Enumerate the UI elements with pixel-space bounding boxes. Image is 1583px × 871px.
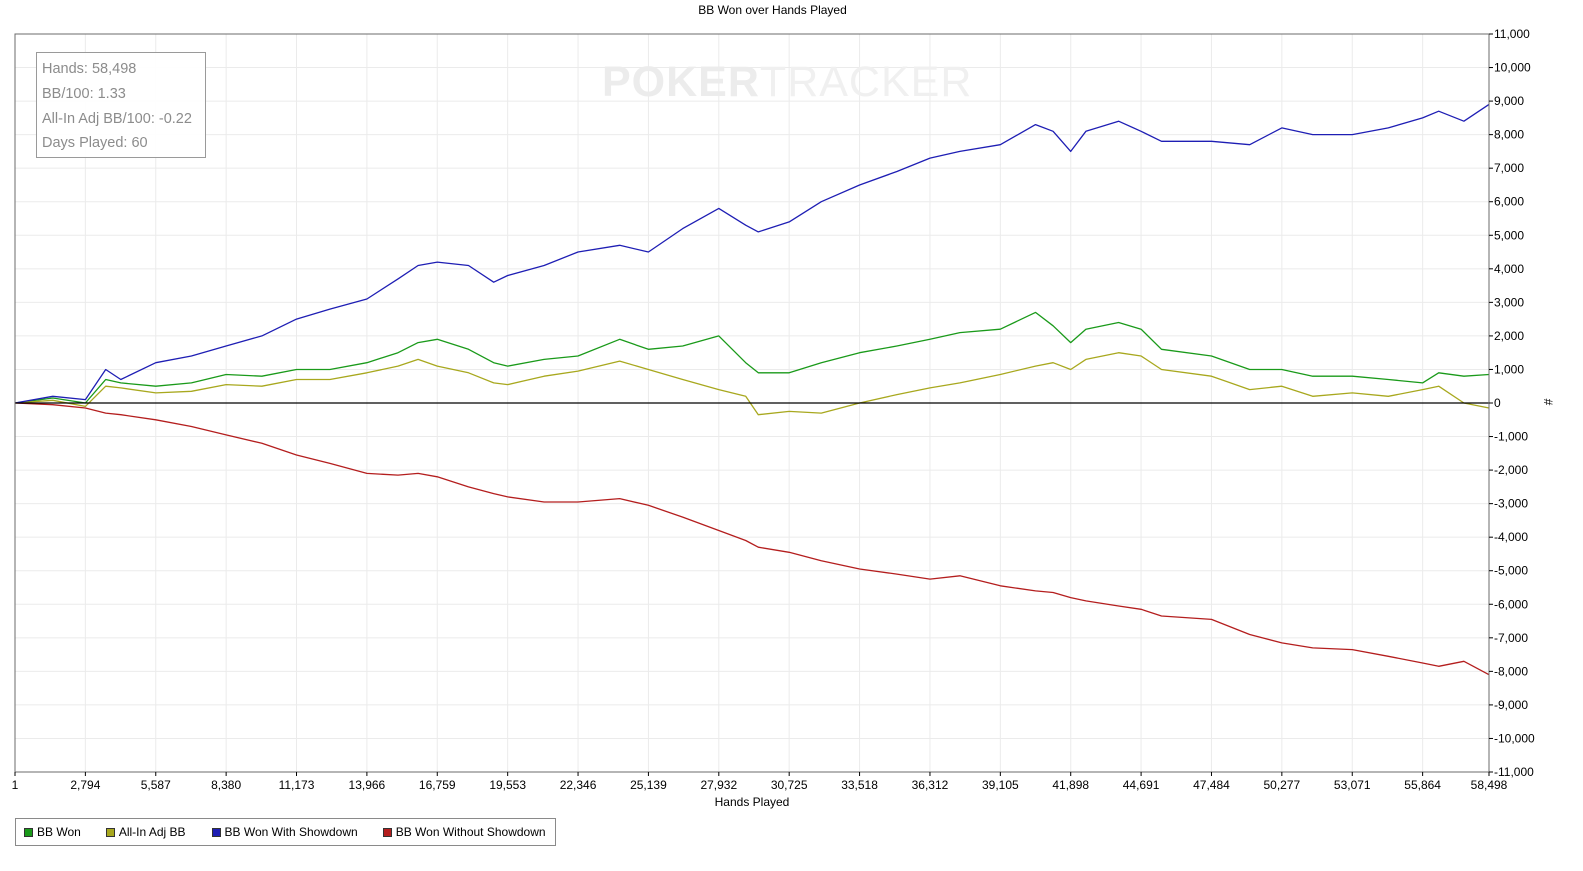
x-tick-label: 53,071 [1334, 778, 1371, 792]
x-tick-label: 50,277 [1263, 778, 1300, 792]
y-tick-label: -11,000 [1494, 765, 1534, 779]
y-tick-label: 9,000 [1494, 94, 1524, 108]
y-tick-label: 10,000 [1494, 61, 1531, 75]
x-tick-label: 39,105 [982, 778, 1019, 792]
chart-legend: BB Won All-In Adj BB BB Won With Showdow… [15, 818, 556, 846]
y-tick-label: 0 [1494, 396, 1501, 410]
x-tick-label: 58,498 [1471, 778, 1508, 792]
legend-item-bb-won[interactable]: BB Won [24, 825, 81, 839]
x-tick-label: 55,864 [1404, 778, 1441, 792]
x-tick-label: 22,346 [560, 778, 597, 792]
watermark-part1: POKER [602, 58, 760, 106]
y-tick-label: 6,000 [1494, 195, 1524, 209]
y-tick-label: -3,000 [1494, 497, 1528, 511]
y-tick-label: -1,000 [1494, 430, 1528, 444]
legend-label: BB Won With Showdown [224, 825, 358, 839]
legend-item-bb-won-without-showdown[interactable]: BB Won Without Showdown [382, 825, 546, 839]
y-tick-label: -4,000 [1494, 530, 1528, 544]
legend-label: BB Won Without Showdown [395, 825, 546, 839]
axes-layer: 1 2,794 5,587 8,380 11,173 13,966 16,759 19,553… [12, 27, 1535, 792]
x-tick-label: 30,725 [771, 778, 808, 792]
x-tick-label: 16,759 [419, 778, 456, 792]
stat-allin-adj-bb-per-100: All-In Adj BB/100: -0.22 [42, 110, 192, 127]
x-tick-label: 11,173 [279, 778, 315, 792]
y-tick-label: -10,000 [1494, 731, 1535, 745]
y-tick-label: -8,000 [1494, 664, 1528, 678]
x-tick-label: 19,553 [489, 778, 526, 792]
x-tick-label: 5,587 [141, 778, 171, 792]
y-tick-label: -5,000 [1494, 564, 1528, 578]
y-tick-label: 7,000 [1494, 161, 1524, 175]
stat-hands: Hands: 58,498 [42, 61, 137, 77]
stats-box: Hands: 58,498 BB/100: 1.33 All-In Adj BB… [36, 52, 206, 158]
legend-item-all-in-adj-bb[interactable]: All-In Adj BB [105, 825, 186, 839]
stat-days-played: Days Played: 60 [42, 135, 148, 152]
y-tick-label: -7,000 [1494, 631, 1528, 645]
y-tick-label: 3,000 [1494, 295, 1524, 309]
watermark-part2: TRACKER [759, 58, 973, 106]
y-tick-label: -9,000 [1494, 698, 1528, 712]
y-tick-label: 2,000 [1494, 329, 1524, 343]
legend-label: All-In Adj BB [118, 825, 186, 839]
y-tick-label: 4,000 [1494, 262, 1524, 276]
chart-title: BB Won over Hands Played [698, 3, 847, 17]
x-tick-label: 8,380 [211, 778, 241, 792]
y-tick-label: -6,000 [1494, 597, 1528, 611]
y-axis-label: # [1541, 399, 1555, 406]
legend-swatch [24, 827, 33, 837]
y-tick-label: 11,000 [1494, 27, 1530, 41]
y-tick-label: -2,000 [1494, 463, 1528, 477]
x-tick-label: 1 [12, 778, 19, 792]
legend-swatch [105, 827, 115, 837]
legend-label: BB Won [37, 825, 81, 839]
legend-item-bb-won-with-showdown[interactable]: BB Won With Showdown [211, 825, 358, 839]
x-tick-label: 33,518 [841, 778, 878, 792]
x-tick-label: 41,898 [1052, 778, 1089, 792]
x-tick-label: 27,932 [700, 778, 737, 792]
x-tick-label: 44,691 [1123, 778, 1160, 792]
series-line-2 [14, 103, 1490, 404]
x-tick-label: 13,966 [349, 778, 386, 792]
x-axis-label: Hands Played [715, 795, 790, 809]
y-tick-label: 8,000 [1494, 128, 1524, 142]
x-tick-label: 25,139 [630, 778, 667, 792]
legend-swatch [211, 827, 221, 837]
y-tick-label: 1,000 [1494, 362, 1524, 376]
x-tick-label: 2,794 [70, 778, 100, 792]
y-tick-label: 5,000 [1494, 228, 1524, 242]
legend-swatch [382, 827, 392, 837]
x-tick-label: 36,312 [912, 778, 949, 792]
series-line-1 [14, 352, 1490, 416]
series-line-3 [14, 402, 1490, 676]
x-tick-label: 47,484 [1193, 778, 1230, 792]
series-layer [14, 103, 1490, 676]
pokertracker-watermark-logo: POKERTRACKER [602, 58, 972, 107]
series-line-0 [14, 311, 1490, 404]
stat-bb-per-100: BB/100: 1.33 [42, 85, 126, 102]
